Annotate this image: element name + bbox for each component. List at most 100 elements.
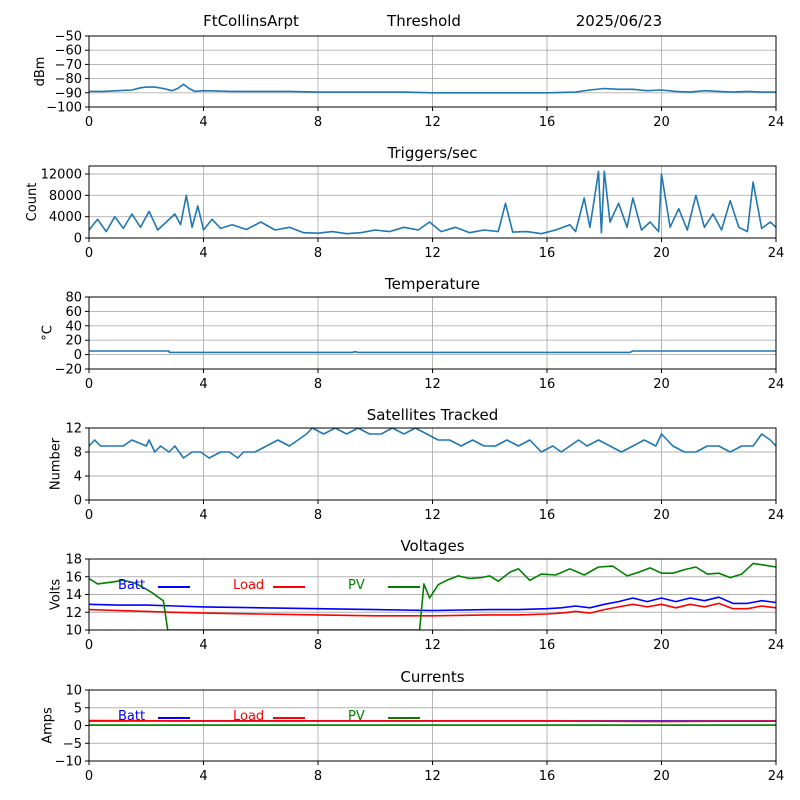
x-tick-label: 12 <box>424 638 441 653</box>
y-axis-label: Volts <box>48 579 63 611</box>
x-tick-label: 12 <box>424 246 441 261</box>
x-tick-label: 16 <box>539 246 556 261</box>
y-tick-label: −80 <box>55 72 82 87</box>
chart-triggers: Triggers/sec 0 4 8 12 16 20 24 0 4000 8000 12000Cou… <box>25 144 784 261</box>
x-tick-label: 24 <box>768 377 785 392</box>
x-tick-label: 20 <box>653 769 670 784</box>
legend-label-batt: Batt <box>118 709 145 724</box>
x-tick-label: 12 <box>424 769 441 784</box>
x-tick-label: 20 <box>653 508 670 523</box>
chart-threshold: 0 4 8 12 16 20 24 −100−90−80−70−60−50 dBm <box>33 30 784 131</box>
x-tick-label: 8 <box>314 115 322 130</box>
x-tick-label: 0 <box>85 246 93 261</box>
x-tick-label: 4 <box>199 508 207 523</box>
x-tick-label: 12 <box>424 377 441 392</box>
x-tick-label: 8 <box>314 246 322 261</box>
series-line-load <box>89 602 776 617</box>
x-tick-label: 8 <box>314 508 322 523</box>
chart-title: Temperature <box>384 275 480 293</box>
mode-label: Threshold <box>386 12 461 30</box>
series-group <box>89 719 776 726</box>
legend-label-pv: PV <box>348 578 365 593</box>
y-tick-label: −20 <box>55 363 82 378</box>
y-tick-label: 12 <box>65 422 82 437</box>
x-tick-label: 8 <box>314 769 322 784</box>
x-tick-label: 4 <box>199 769 207 784</box>
y-tick-label: −50 <box>55 30 82 45</box>
series-group <box>89 562 776 630</box>
series-group <box>89 428 776 459</box>
x-tick-label: 4 <box>199 377 207 392</box>
series-line-temperature <box>89 350 776 354</box>
y-tick-label: 8000 <box>49 189 82 204</box>
x-tick-label: 20 <box>653 377 670 392</box>
y-tick-label: 18 <box>65 553 82 568</box>
series-group <box>89 170 776 235</box>
y-tick-label: −90 <box>55 86 82 101</box>
y-tick-label: 0 <box>74 348 82 363</box>
y-tick-label: −70 <box>55 58 82 73</box>
y-tick-label: 0 <box>74 232 82 247</box>
x-tick-label: 4 <box>199 246 207 261</box>
y-tick-label: −60 <box>55 44 82 59</box>
y-tick-label: 0 <box>74 494 82 509</box>
x-tick-label: 0 <box>85 115 93 130</box>
x-tick-label: 24 <box>768 246 785 261</box>
x-tick-label: 16 <box>539 638 556 653</box>
y-tick-label: 10 <box>65 684 82 699</box>
series-line-satellites <box>89 428 776 459</box>
x-tick-label: 4 <box>199 115 207 130</box>
x-tick-label: 24 <box>768 508 785 523</box>
x-tick-label: 12 <box>424 115 441 130</box>
y-axis-label: Amps <box>41 707 56 744</box>
station-name: FtCollinsArpt <box>203 12 299 30</box>
x-tick-label: 16 <box>539 377 556 392</box>
x-tick-label: 20 <box>653 638 670 653</box>
y-tick-label: 0 <box>74 719 82 734</box>
x-tick-label: 4 <box>199 638 207 653</box>
y-tick-label: −10 <box>55 755 82 770</box>
legend-label-load: Load <box>233 578 264 593</box>
y-tick-label: 10 <box>65 624 82 639</box>
series-group <box>89 350 776 354</box>
series-line-batt <box>89 596 776 612</box>
legend-label-pv: PV <box>348 709 365 724</box>
x-tick-label: 8 <box>314 377 322 392</box>
series-line-threshold <box>89 83 776 94</box>
x-tick-label: 24 <box>768 115 785 130</box>
chart-title: Currents <box>400 668 464 686</box>
x-tick-label: 24 <box>768 638 785 653</box>
x-tick-label: 0 <box>85 769 93 784</box>
x-tick-label: 0 <box>85 638 93 653</box>
y-tick-label: 4000 <box>49 210 82 225</box>
legend-label-batt: Batt <box>118 578 145 593</box>
y-tick-label: 40 <box>65 319 82 334</box>
y-tick-label: 20 <box>65 334 82 349</box>
x-tick-label: 16 <box>539 769 556 784</box>
x-tick-label: 0 <box>85 508 93 523</box>
series-line-pv <box>89 562 776 630</box>
y-axis-label: dBm <box>33 57 48 87</box>
y-tick-label: 12000 <box>41 168 82 183</box>
x-tick-label: 16 <box>539 508 556 523</box>
y-tick-label: 80 <box>65 291 82 306</box>
y-tick-label: 4 <box>74 470 82 485</box>
x-tick-label: 8 <box>314 638 322 653</box>
date-label: 2025/06/23 <box>576 12 662 30</box>
x-tick-label: 0 <box>85 377 93 392</box>
y-axis-label: °C <box>41 325 56 341</box>
legend-label-load: Load <box>233 709 264 724</box>
chart-currents: Currents 0 4 8 12 16 20 24 −10 −5 0 5 10 Amps Batt Load… <box>41 668 785 784</box>
y-axis-label: Count <box>25 183 40 222</box>
y-tick-label: −100 <box>46 101 82 116</box>
chart-title: Satellites Tracked <box>367 406 498 424</box>
x-tick-label: 12 <box>424 508 441 523</box>
y-tick-label: 16 <box>65 570 82 585</box>
y-axis-label: Number <box>48 437 63 490</box>
y-tick-label: 5 <box>74 701 82 716</box>
x-tick-label: 16 <box>539 115 556 130</box>
chart-title: Triggers/sec <box>387 144 478 162</box>
